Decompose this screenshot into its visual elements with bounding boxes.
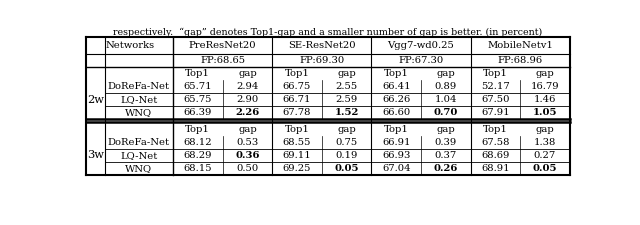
Text: 67.04: 67.04 [382,164,410,173]
Text: 1.05: 1.05 [532,108,557,117]
Text: Top1: Top1 [384,124,408,133]
Text: 0.05: 0.05 [334,164,359,173]
Text: 69.25: 69.25 [283,164,311,173]
Text: 66.39: 66.39 [184,108,212,117]
Text: 65.75: 65.75 [184,95,212,104]
Text: Top1: Top1 [483,69,508,78]
Text: Top1: Top1 [384,69,408,78]
Text: Top1: Top1 [285,69,309,78]
Text: 66.93: 66.93 [382,151,410,160]
Text: 0.05: 0.05 [532,164,557,173]
Text: gap: gap [337,69,356,78]
Text: gap: gap [536,69,554,78]
Text: 3w: 3w [87,150,104,160]
Text: gap: gap [436,124,455,133]
Text: WNQ: WNQ [125,164,152,173]
Text: 1.38: 1.38 [534,138,556,147]
Text: LQ-Net: LQ-Net [120,95,157,104]
Text: 67.50: 67.50 [481,95,509,104]
Text: 66.75: 66.75 [283,82,311,91]
Text: 0.70: 0.70 [434,108,458,117]
Text: 2w: 2w [87,95,104,105]
Text: gap: gap [536,124,554,133]
Text: 2.90: 2.90 [236,95,259,104]
Text: 66.41: 66.41 [382,82,410,91]
Text: gap: gap [436,69,455,78]
Text: gap: gap [238,124,257,133]
Text: Top1: Top1 [483,124,508,133]
Text: 2.59: 2.59 [335,95,358,104]
Text: SE-ResNet20: SE-ResNet20 [288,41,356,50]
Text: 1.04: 1.04 [435,95,457,104]
Text: 68.29: 68.29 [184,151,212,160]
Text: DoReFa-Net: DoReFa-Net [108,138,170,147]
Text: 1.46: 1.46 [534,95,556,104]
Text: PreResNet20: PreResNet20 [189,41,257,50]
Text: Top1: Top1 [285,124,309,133]
Text: 0.53: 0.53 [236,138,259,147]
Text: 2.26: 2.26 [236,108,260,117]
Text: Networks: Networks [105,41,154,50]
Text: 0.89: 0.89 [435,82,457,91]
Text: 67.78: 67.78 [283,108,311,117]
Text: LQ-Net: LQ-Net [120,151,157,160]
Text: 69.11: 69.11 [283,151,312,160]
Text: Top1: Top1 [186,124,210,133]
Text: 52.17: 52.17 [481,82,510,91]
Text: Vgg7-wd0.25: Vgg7-wd0.25 [388,41,454,50]
Text: 16.79: 16.79 [531,82,559,91]
Text: gap: gap [337,124,356,133]
Text: 1.52: 1.52 [335,108,359,117]
Text: 0.19: 0.19 [335,151,358,160]
Text: 68.55: 68.55 [283,138,311,147]
Text: 66.60: 66.60 [382,108,410,117]
Text: FP:68.96: FP:68.96 [498,56,543,65]
Text: 0.39: 0.39 [435,138,457,147]
Text: WNQ: WNQ [125,108,152,117]
Text: FP:67.30: FP:67.30 [398,56,444,65]
Text: 66.71: 66.71 [283,95,311,104]
Text: 66.26: 66.26 [382,95,410,104]
Text: DoReFa-Net: DoReFa-Net [108,82,170,91]
Text: 2.94: 2.94 [236,82,259,91]
Text: 0.50: 0.50 [236,164,259,173]
Text: Top1: Top1 [186,69,210,78]
Text: 67.91: 67.91 [481,108,509,117]
Text: 68.69: 68.69 [481,151,509,160]
Text: respectively.  “gap” denotes Top1-gap and a smaller number of gap is better. (in: respectively. “gap” denotes Top1-gap and… [113,28,543,37]
Text: 0.26: 0.26 [434,164,458,173]
Text: 0.27: 0.27 [534,151,556,160]
Text: 68.91: 68.91 [481,164,509,173]
Text: MobileNetv1: MobileNetv1 [487,41,553,50]
Text: 2.55: 2.55 [335,82,358,91]
Text: gap: gap [238,69,257,78]
Text: 0.75: 0.75 [335,138,358,147]
Text: 68.12: 68.12 [184,138,212,147]
Text: FP:68.65: FP:68.65 [200,56,245,65]
Text: FP:69.30: FP:69.30 [299,56,344,65]
Text: 67.58: 67.58 [481,138,509,147]
Text: 68.15: 68.15 [184,164,212,173]
Text: 0.37: 0.37 [435,151,457,160]
Text: 65.71: 65.71 [184,82,212,91]
Text: 66.91: 66.91 [382,138,410,147]
Text: 0.36: 0.36 [235,151,260,160]
